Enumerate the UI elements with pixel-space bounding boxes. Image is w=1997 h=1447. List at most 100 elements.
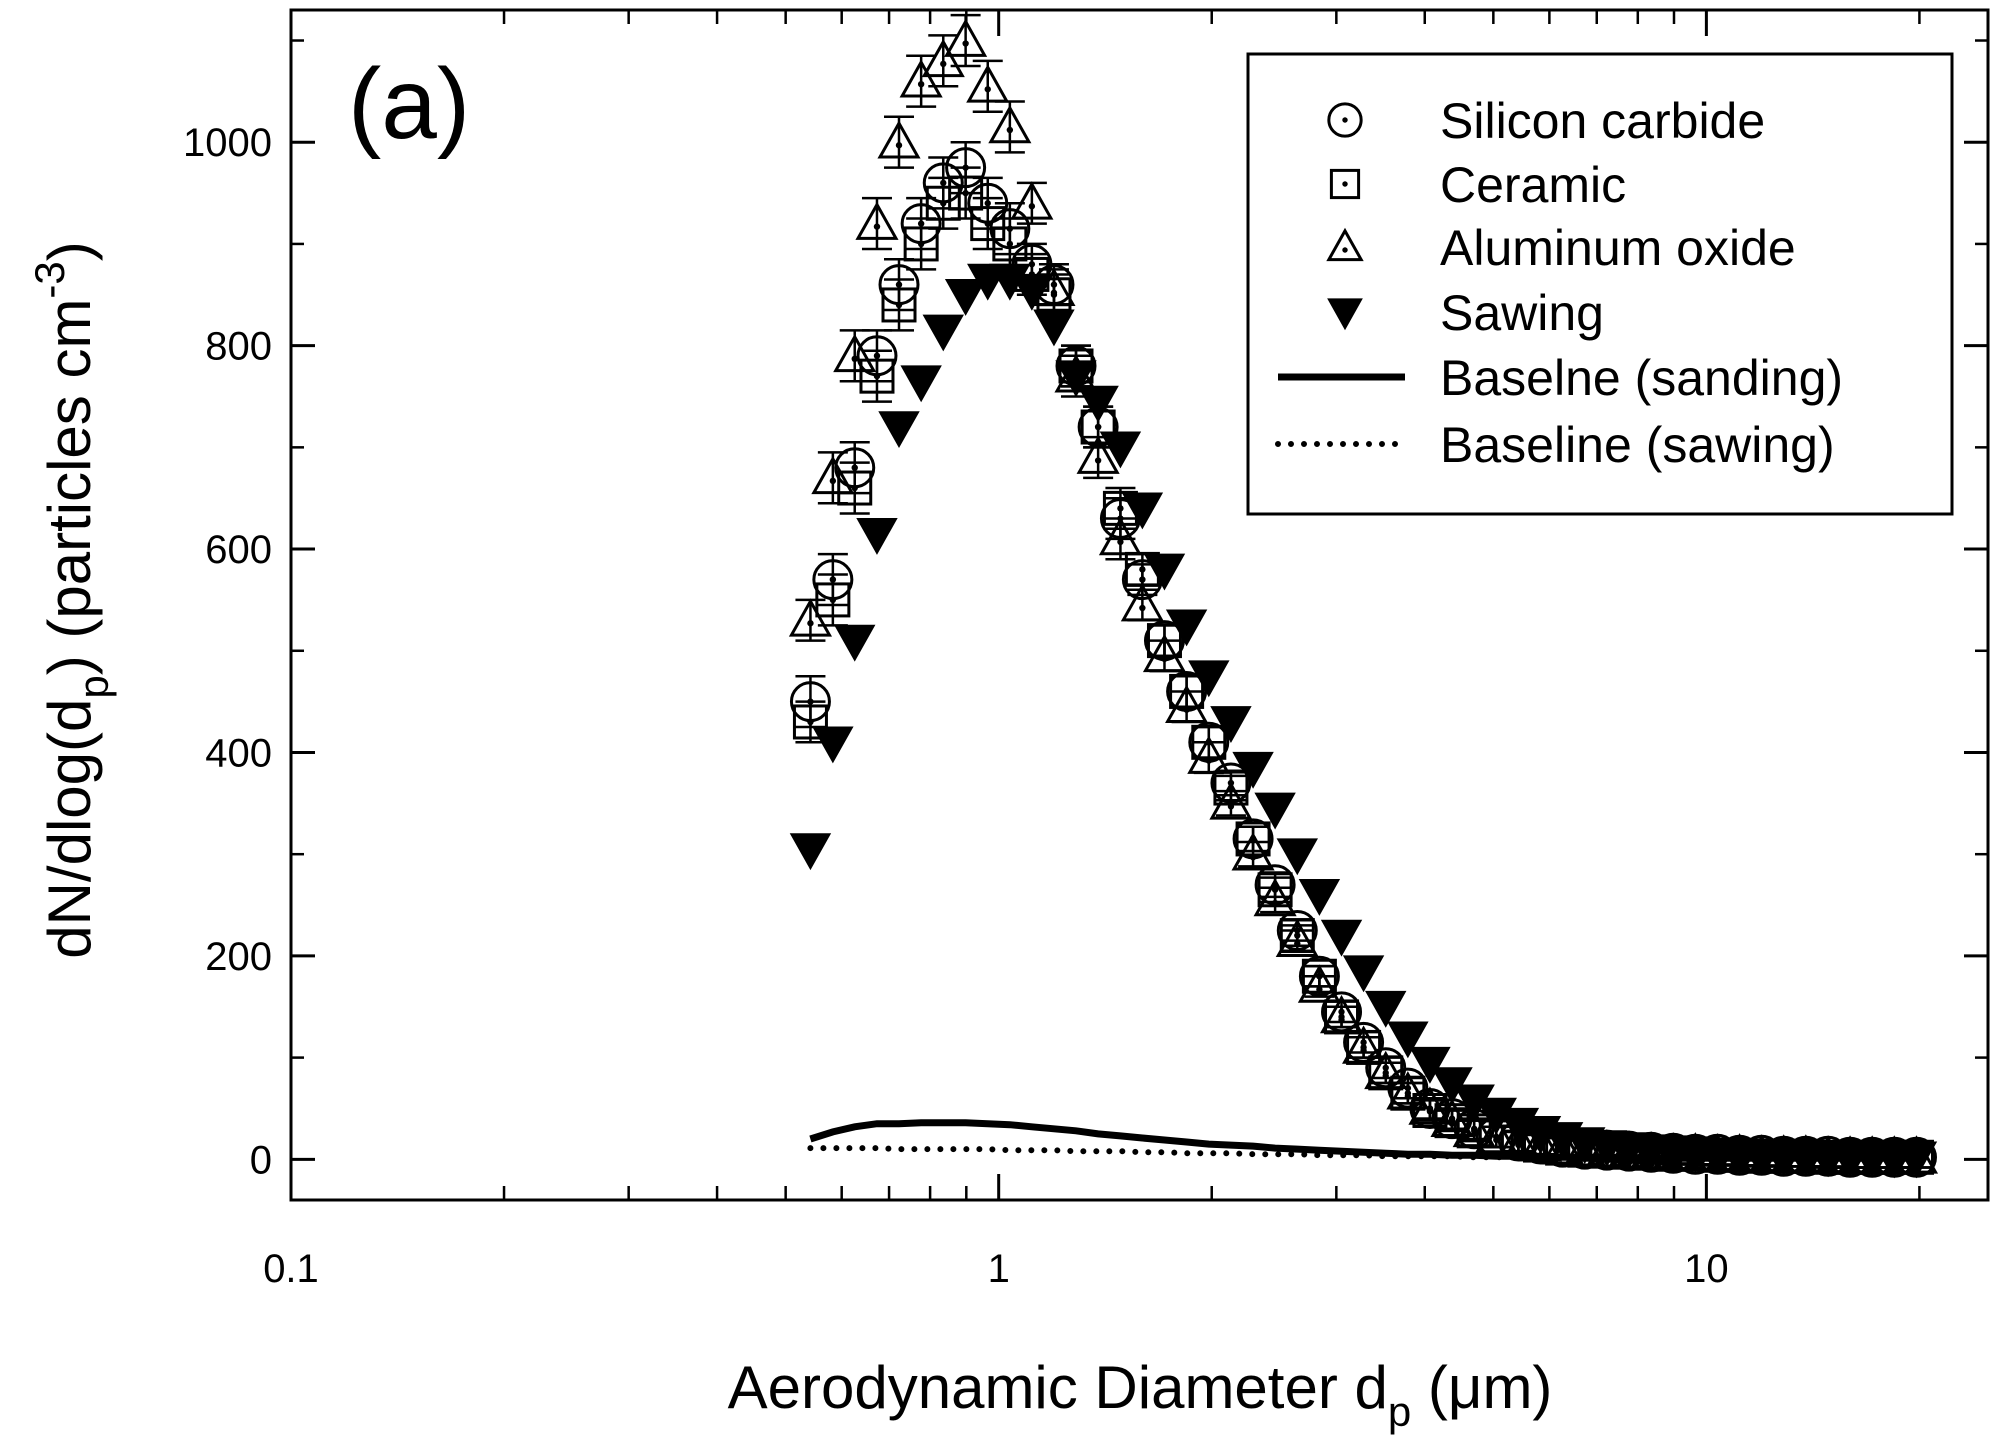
marker-triangle — [1297, 964, 1341, 1003]
aluminum-oxide-point — [1474, 1114, 1518, 1154]
marker-center-dot — [1342, 247, 1348, 253]
aluminum-oxide-point — [1342, 1025, 1386, 1064]
aluminum-oxide-point — [855, 201, 899, 240]
marker-triangle — [1098, 516, 1142, 556]
data-markers — [788, 13, 1939, 1179]
marker-center-dot — [1448, 1120, 1456, 1127]
sawing-point — [834, 624, 876, 662]
marker-triangle — [1408, 1086, 1452, 1125]
marker-center-dot — [873, 223, 881, 230]
aluminum-oxide-point — [1165, 684, 1209, 724]
sawing-point — [1055, 360, 1097, 398]
sawing-point — [900, 365, 942, 403]
marker-triangle — [899, 59, 943, 98]
legend-symbols — [1275, 102, 1408, 447]
y-tick-label: 0 — [250, 1138, 272, 1182]
sawing-point — [812, 726, 854, 764]
aluminum-oxide-point — [1452, 1108, 1496, 1148]
marker-center-dot — [1094, 423, 1102, 431]
marker-square — [970, 206, 1006, 242]
ceramic-point — [859, 358, 895, 394]
marker-triangle — [1076, 435, 1120, 474]
sawing-point — [944, 278, 987, 316]
marker-center-dot — [1404, 1093, 1412, 1100]
marker-center-dot — [940, 200, 947, 207]
sawing-point — [1409, 1046, 1451, 1084]
sawing-series — [789, 263, 1938, 1179]
aluminum-oxide-point — [1010, 181, 1054, 220]
marker-triangle — [788, 598, 833, 637]
marker-center-dot — [829, 596, 837, 604]
legend-symbol-sawing — [1327, 298, 1363, 331]
marker-triangle — [1518, 1123, 1563, 1162]
marker-center-dot — [829, 477, 837, 485]
marker-triangle — [855, 201, 899, 240]
plot-frame — [289, 8, 1990, 1202]
marker-triangle — [1231, 832, 1275, 871]
marker-triangle — [1120, 582, 1164, 622]
aluminum-oxide-point — [1319, 994, 1364, 1034]
marker-center-dot — [895, 301, 903, 309]
sawing-point — [1165, 609, 1208, 647]
marker-center-dot — [1493, 1136, 1500, 1144]
marker-triangle — [1253, 877, 1297, 917]
x-tick-label: 0.1 — [263, 1247, 319, 1291]
sawing-point — [1320, 919, 1363, 957]
marker-center-dot — [1360, 1047, 1367, 1054]
aluminum-oxide-point — [1076, 435, 1120, 474]
sawing-point — [1033, 309, 1075, 347]
marker-center-dot — [962, 40, 969, 47]
marker-square — [903, 226, 939, 262]
marker-center-dot — [1227, 803, 1235, 810]
marker-circle — [1327, 102, 1363, 138]
marker-center-dot — [1382, 1072, 1389, 1080]
marker-center-dot — [1515, 1141, 1522, 1149]
aluminum-oxide-point — [1364, 1050, 1408, 1090]
legend-label-ceramic: Ceramic — [1440, 157, 1626, 213]
sawing-point — [1276, 838, 1318, 876]
marker-triangle — [1563, 1128, 1607, 1167]
aluminum-oxide-point — [899, 59, 943, 98]
marker-center-dot — [873, 372, 881, 380]
ceramic-point — [792, 704, 828, 740]
sawing-point — [1232, 751, 1274, 789]
sawing-point — [1011, 273, 1053, 311]
sawing-point — [1210, 706, 1252, 744]
aluminum-oxide-point — [1253, 877, 1297, 917]
marker-triangle — [1541, 1126, 1585, 1165]
sawing-point — [1254, 792, 1296, 830]
aluminum-oxide-point — [1275, 918, 1319, 957]
legend-symbol-aluminum-oxide — [1326, 227, 1364, 262]
marker-center-dot — [1139, 604, 1146, 612]
marker-center-dot — [984, 86, 991, 93]
sawing-point — [1365, 990, 1407, 1028]
sawing-point — [1099, 431, 1142, 469]
marker-square — [881, 287, 917, 323]
marker-triangle — [1452, 1108, 1496, 1148]
marker-triangle — [1209, 781, 1253, 820]
marker-triangle — [1474, 1114, 1518, 1154]
aluminum-oxide-point — [833, 333, 877, 373]
marker-triangle — [877, 120, 921, 159]
y-tick-label: 200 — [205, 935, 272, 979]
aluminum-oxide-point — [1408, 1086, 1452, 1125]
marker-center-dot — [1139, 566, 1146, 573]
y-tick-label: 600 — [205, 528, 272, 572]
aluminum-oxide-point — [877, 120, 921, 159]
ceramic-point — [881, 287, 917, 323]
marker-triangle — [1326, 227, 1364, 262]
marker-center-dot — [851, 355, 858, 363]
marker-center-dot — [1249, 853, 1257, 861]
marker-center-dot — [1342, 117, 1348, 123]
marker-center-dot — [1117, 505, 1124, 512]
marker-center-dot — [1006, 126, 1014, 134]
sawing-point — [1895, 1141, 1938, 1179]
marker-triangle — [1142, 633, 1187, 673]
marker-center-dot — [1205, 757, 1212, 764]
marker-square — [859, 358, 895, 394]
marker-center-dot — [1338, 1016, 1345, 1024]
marker-center-dot — [917, 240, 925, 248]
marker-square — [992, 226, 1028, 262]
sawing-point — [1143, 553, 1186, 591]
marker-center-dot — [1316, 986, 1323, 993]
